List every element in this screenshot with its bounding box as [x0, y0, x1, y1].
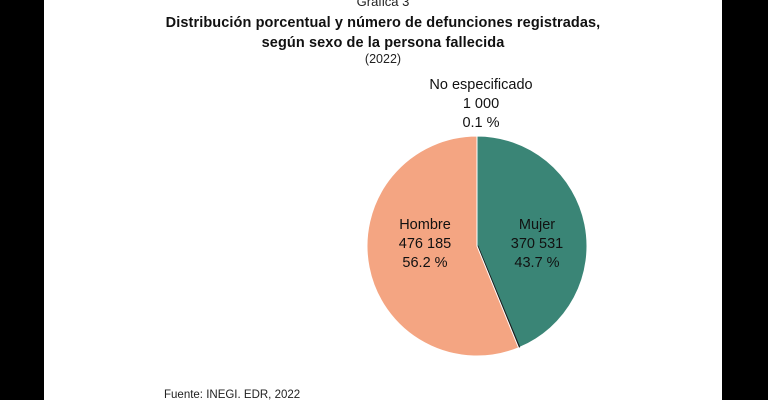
pie-chart: Mujer 370 531 43.7 % No especificado 1 000 0.… — [366, 77, 588, 357]
chart-panel: Gráfica 3 Distribución porcentual y núme… — [44, 0, 722, 400]
chart-title: Distribución porcentual y número de defu… — [44, 13, 722, 53]
slice-value-mujer: 370 531 — [511, 236, 563, 252]
slice-percent-no-especificado: 0.1 % — [462, 115, 499, 131]
slice-percent-hombre: 56.2 % — [402, 255, 447, 271]
pie-slice-mujer — [476, 135, 588, 349]
slice-label-mujer: Mujer — [519, 217, 555, 233]
chart-title-line-1: Distribución porcentual y número de defu… — [165, 15, 601, 31]
slice-label-no-especificado: No especificado — [429, 77, 532, 93]
chart-title-line-2: según sexo de la persona fallecida — [261, 35, 505, 51]
slice-value-no-especificado: 1 000 — [463, 96, 499, 112]
chart-subtitle: (2022) — [364, 52, 402, 66]
source-note: Fuente: INEGI. EDR, 2022 — [164, 389, 301, 400]
pie-slice-hombre — [366, 135, 520, 357]
slice-label-hombre: Hombre — [399, 217, 451, 233]
slice-percent-mujer: 43.7 % — [514, 255, 559, 271]
figure-label: Gráfica 3 — [356, 0, 410, 9]
slice-value-hombre: 476 185 — [399, 236, 451, 252]
